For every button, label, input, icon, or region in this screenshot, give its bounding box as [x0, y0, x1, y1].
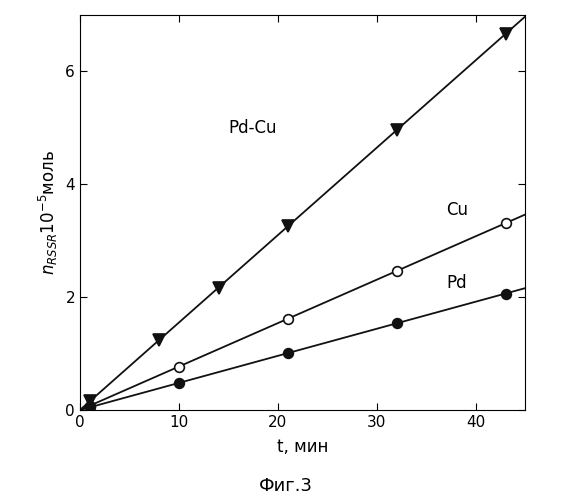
Text: Pd-Cu: Pd-Cu [228, 119, 277, 137]
Text: Cu: Cu [446, 200, 468, 218]
Y-axis label: $n_{RSSR}$10$^{-5}$моль: $n_{RSSR}$10$^{-5}$моль [37, 150, 60, 275]
Text: Фиг.3: Фиг.3 [259, 477, 312, 495]
X-axis label: t, мин: t, мин [277, 438, 328, 456]
Text: Pd: Pd [446, 274, 467, 292]
